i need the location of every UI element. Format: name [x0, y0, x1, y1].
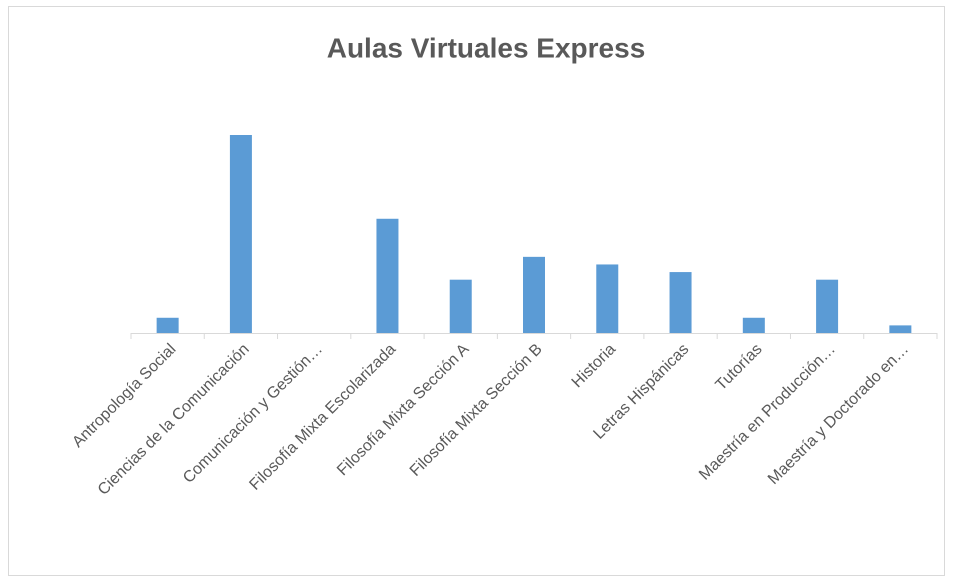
bar — [376, 218, 399, 333]
bar — [889, 325, 912, 333]
bar — [742, 317, 765, 333]
bar — [449, 279, 472, 333]
bar — [596, 264, 619, 333]
bar — [156, 317, 179, 333]
chart-title: Aulas Virtuales Express — [327, 32, 646, 63]
bar — [816, 279, 839, 333]
chart-frame — [8, 6, 945, 576]
bar — [229, 135, 252, 333]
bar — [669, 272, 692, 333]
bar — [523, 256, 545, 333]
